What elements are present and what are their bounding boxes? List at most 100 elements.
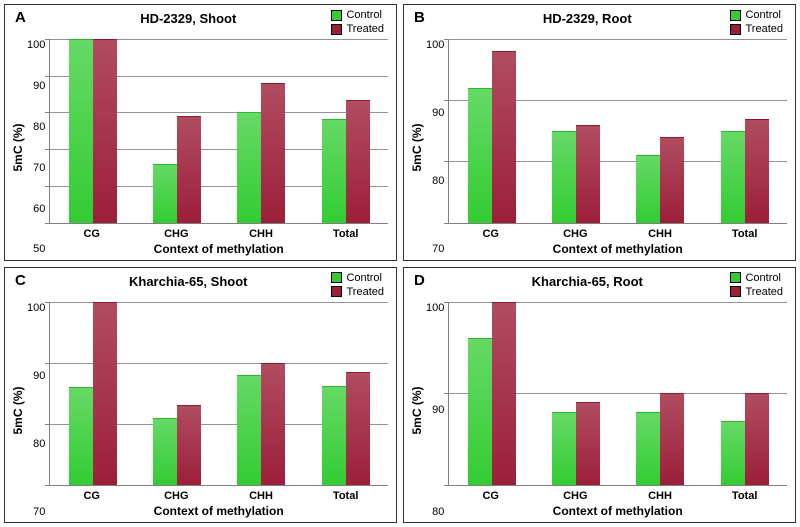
y-tick-label: 70 bbox=[33, 506, 45, 518]
x-axis-label: Context of methylation bbox=[49, 502, 388, 518]
bar-control bbox=[636, 155, 660, 222]
plot-column: CGCHGCHHTotalContext of methylation bbox=[49, 302, 388, 519]
title-row: HD-2329, RootControlTreated bbox=[404, 5, 795, 39]
bar-treated bbox=[177, 116, 201, 222]
bar-control bbox=[69, 39, 93, 223]
legend-label-treated: Treated bbox=[346, 23, 384, 35]
bar-control bbox=[322, 386, 346, 485]
legend-swatch-treated bbox=[730, 24, 741, 35]
bar-control bbox=[237, 375, 261, 485]
legend-item-treated: Treated bbox=[730, 23, 783, 35]
bar-group bbox=[534, 39, 618, 223]
title-row: Kharchia-65, RootControlTreated bbox=[404, 268, 795, 302]
panel-letter: B bbox=[414, 9, 425, 26]
legend-label-treated: Treated bbox=[346, 286, 384, 298]
legend-item-control: Control bbox=[331, 9, 384, 21]
grid-line bbox=[50, 485, 388, 486]
bar-treated bbox=[660, 137, 684, 223]
bar-treated bbox=[346, 100, 370, 223]
y-axis-label: 5mC (%) bbox=[408, 302, 426, 519]
title-row: HD-2329, ShootControl Treated bbox=[5, 5, 396, 39]
y-tick-label: 90 bbox=[432, 404, 444, 416]
y-tick-label: 80 bbox=[33, 438, 45, 450]
y-tick-label: 60 bbox=[33, 203, 45, 215]
x-axis-ticks: CGCHGCHHTotal bbox=[49, 224, 388, 240]
legend-swatch-treated bbox=[730, 286, 741, 297]
x-tick-label: CG bbox=[49, 228, 134, 240]
y-tick-mark bbox=[444, 485, 449, 486]
bar-group bbox=[449, 302, 533, 486]
y-axis-label: 5mC (%) bbox=[9, 39, 27, 256]
x-tick-label: CHH bbox=[219, 490, 304, 502]
bar-control bbox=[153, 164, 177, 223]
title-row: Kharchia-65, ShootControlTreated bbox=[5, 268, 396, 302]
bar-treated bbox=[93, 39, 117, 223]
legend-item-treated: Treated bbox=[331, 286, 384, 298]
bar-treated bbox=[745, 393, 769, 485]
panel-c: CKharchia-65, ShootControlTreated5mC (%)… bbox=[4, 267, 397, 524]
legend-label-control: Control bbox=[745, 9, 780, 21]
panel-letter: D bbox=[414, 272, 425, 289]
legend: Control Treated bbox=[730, 272, 789, 298]
x-tick-label: CG bbox=[49, 490, 134, 502]
legend: Control Treated bbox=[331, 9, 390, 35]
bar-treated bbox=[576, 125, 600, 223]
bar-group bbox=[703, 39, 787, 223]
y-tick-label: 100 bbox=[27, 39, 45, 51]
bar-treated bbox=[492, 51, 516, 222]
bar-group bbox=[449, 39, 533, 223]
panel-letter: A bbox=[15, 9, 26, 26]
bar-treated bbox=[660, 393, 684, 485]
bar-group bbox=[135, 302, 219, 486]
y-tick-label: 100 bbox=[426, 302, 444, 314]
y-tick-label: 100 bbox=[426, 39, 444, 51]
bar-treated bbox=[492, 302, 516, 486]
legend-item-treated: Treated bbox=[730, 286, 783, 298]
plot-area bbox=[448, 302, 787, 487]
bar-control bbox=[721, 131, 745, 223]
plot-area bbox=[448, 39, 787, 224]
y-tick-mark bbox=[45, 485, 50, 486]
x-tick-label: Total bbox=[303, 228, 388, 240]
bar-group bbox=[50, 302, 134, 486]
x-tick-label: Total bbox=[702, 228, 787, 240]
legend-item-control: Control bbox=[730, 9, 783, 21]
legend-swatch-treated bbox=[331, 286, 342, 297]
plot-column: CGCHGCHHTotalContext of methylation bbox=[49, 39, 388, 256]
grid-line bbox=[449, 485, 787, 486]
bar-control bbox=[636, 412, 660, 485]
bar-control bbox=[721, 421, 745, 485]
chart-wrap: 5mC (%)100 90 80 70 CGCHGCHHTotalContext of … bbox=[5, 302, 396, 523]
legend: Control Treated bbox=[331, 272, 390, 298]
panel-a: AHD-2329, ShootControlTreated5mC (%)1009… bbox=[4, 4, 397, 261]
y-tick-label: 90 bbox=[432, 107, 444, 119]
y-tick-label: 80 bbox=[432, 506, 444, 518]
bars-container bbox=[449, 302, 787, 486]
legend-label-control: Control bbox=[745, 272, 780, 284]
bar-control bbox=[552, 131, 576, 223]
y-tick-label: 80 bbox=[33, 121, 45, 133]
y-tick-label: 80 bbox=[432, 175, 444, 187]
x-axis-ticks: CGCHGCHHTotal bbox=[448, 486, 787, 502]
y-axis-label: 5mC (%) bbox=[408, 39, 426, 256]
bar-group bbox=[618, 39, 702, 223]
bar-group bbox=[618, 302, 702, 486]
x-tick-label: CHH bbox=[219, 228, 304, 240]
legend-label-treated: Treated bbox=[745, 286, 783, 298]
bar-control bbox=[237, 112, 261, 222]
legend-item-control: Control bbox=[331, 272, 384, 284]
panel-b: BHD-2329, RootControlTreated5mC (%)10090… bbox=[403, 4, 796, 261]
x-tick-label: CHG bbox=[134, 228, 219, 240]
bar-control bbox=[552, 412, 576, 485]
bar-group bbox=[219, 39, 303, 223]
y-tick-label: 100 bbox=[27, 302, 45, 314]
legend-item-treated: Treated bbox=[331, 23, 384, 35]
bar-control bbox=[153, 418, 177, 485]
x-axis-ticks: CGCHGCHHTotal bbox=[448, 224, 787, 240]
y-tick-mark bbox=[45, 223, 50, 224]
panel-title: HD-2329, Shoot bbox=[45, 9, 331, 26]
y-tick-label: 90 bbox=[33, 370, 45, 382]
y-axis-label: 5mC (%) bbox=[9, 302, 27, 519]
chart-wrap: 5mC (%)100908070CGCHGCHHTotalContext of … bbox=[404, 39, 795, 260]
legend-label-control: Control bbox=[346, 272, 381, 284]
